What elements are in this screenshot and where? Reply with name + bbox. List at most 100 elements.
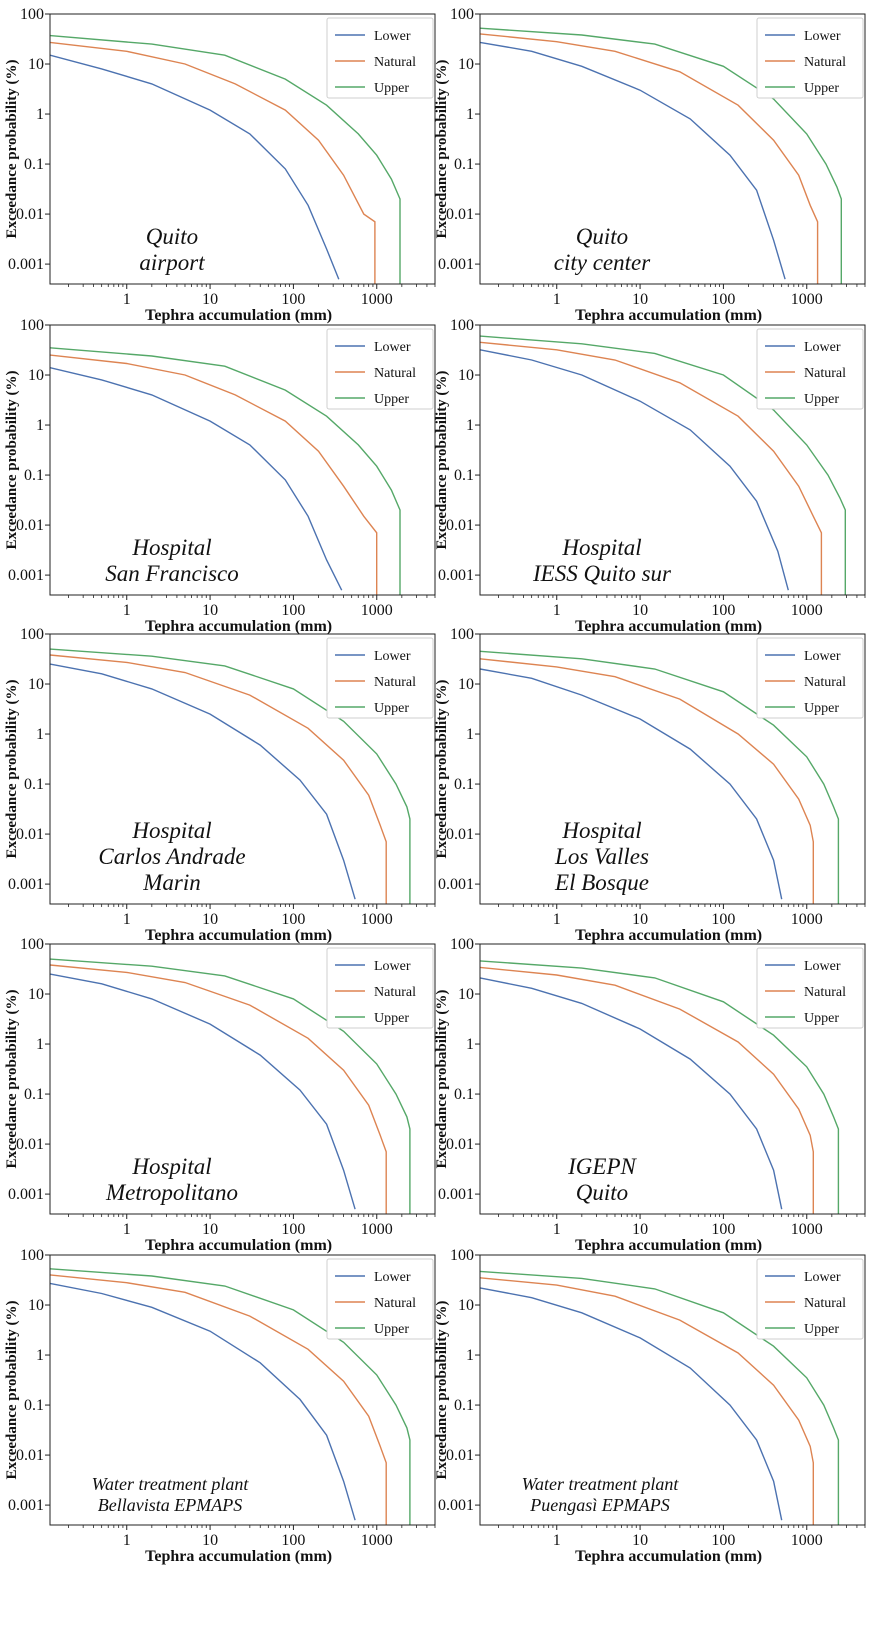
y-tick-label: 10 (28, 367, 44, 384)
series-line-upper (480, 1270, 840, 1525)
legend-label: Natural (374, 985, 416, 1000)
y-tick-label: 10 (28, 56, 44, 73)
site-label: Hospital (131, 1154, 211, 1179)
y-tick-label: 100 (20, 936, 44, 953)
chart-panel: 1 10 100 1000 100 10 1 0.1 0.01 0.001 Tephra accum… (4, 626, 436, 944)
legend-label: Lower (804, 649, 841, 664)
plot-frame (49, 1254, 436, 1526)
legend-label: Natural (804, 55, 846, 70)
x-tick-label: 1000 (361, 1221, 393, 1238)
series-line-lower (480, 977, 783, 1210)
y-tick-label: 10 (458, 367, 474, 384)
plot-frame (479, 13, 866, 285)
x-tick-label: 10 (632, 1221, 648, 1238)
plot-frame (49, 324, 436, 596)
legend-label: Upper (804, 392, 839, 407)
legend-box (326, 947, 434, 1029)
legend-label: Upper (374, 701, 409, 716)
y-axis-label: Exceedance probability (%) (434, 1301, 450, 1480)
legend-box (756, 947, 864, 1029)
chart-panel: 1 10 100 1000 100 10 1 0.1 0.01 0.001 Tephra accum… (4, 6, 436, 324)
site-label: IESS Quito sur (532, 561, 672, 586)
y-tick-label: 0.1 (454, 1397, 474, 1414)
legend-label: Lower (804, 1270, 841, 1285)
site-label: Carlos Andrade (98, 844, 245, 869)
x-axis-label: Tephra accumulation (mm) (575, 307, 762, 324)
plot-frame (49, 13, 436, 285)
y-tick-label: 0.01 (16, 1447, 44, 1464)
site-label: Bellavista EPMAPS (98, 1495, 242, 1515)
x-tick-label: 1000 (361, 911, 393, 928)
y-tick-label: 0.001 (8, 256, 44, 273)
legend-label: Lower (374, 1270, 411, 1285)
y-tick-label: 0.1 (24, 1397, 44, 1414)
y-tick-label: 1 (466, 726, 474, 743)
site-label: San Francisco (105, 561, 239, 586)
y-axis-label: Exceedance probability (%) (4, 1301, 20, 1480)
x-tick-label: 1000 (791, 911, 823, 928)
legend: Lower Natural Upper (756, 947, 864, 1029)
x-tick-label: 1000 (361, 602, 393, 619)
series-line-natural (480, 33, 819, 284)
legend-label: Upper (804, 701, 839, 716)
y-axis-label: Exceedance probability (%) (4, 990, 20, 1169)
x-tick-label: 1 (553, 602, 561, 619)
series-line-lower (50, 367, 343, 591)
y-axis-label: Exceedance probability (%) (4, 371, 20, 550)
legend-label: Upper (374, 392, 409, 407)
x-axis-label: Tephra accumulation (mm) (145, 927, 332, 944)
x-tick-label: 1000 (791, 1221, 823, 1238)
x-tick-label: 1 (123, 291, 131, 308)
series-line-upper (480, 27, 842, 284)
legend: Lower Natural Upper (756, 17, 864, 99)
y-tick-label: 0.001 (438, 567, 474, 584)
legend-label: Lower (374, 29, 411, 44)
series-line-upper (50, 648, 411, 904)
legend-box (326, 17, 434, 99)
legend-label: Natural (804, 366, 846, 381)
x-tick-label: 10 (202, 1221, 218, 1238)
site-label: Hospital (131, 818, 211, 843)
legend-label: Lower (804, 959, 841, 974)
x-tick-label: 100 (711, 1532, 735, 1549)
y-axis-label: Exceedance probability (%) (434, 371, 450, 550)
x-tick-label: 1 (553, 1532, 561, 1549)
legend-box (756, 1258, 864, 1340)
y-tick-label: 0.01 (446, 517, 474, 534)
site-label: Water treatment plant (92, 1474, 250, 1494)
x-axis-label: Tephra accumulation (mm) (145, 618, 332, 635)
site-label: Quito (576, 1180, 628, 1205)
y-tick-label: 1 (36, 1347, 44, 1364)
site-label: Hospital (561, 818, 641, 843)
series-line-upper (50, 1268, 411, 1525)
site-label: Hospital (131, 535, 211, 560)
series-line-natural (480, 1277, 814, 1525)
y-tick-label: 0.1 (454, 156, 474, 173)
y-tick-label: 0.01 (446, 1136, 474, 1153)
site-label: Metropolitano (105, 1180, 238, 1205)
x-tick-label: 100 (281, 911, 305, 928)
y-tick-label: 10 (28, 676, 44, 693)
series-line-lower (50, 1282, 356, 1521)
legend-label: Upper (374, 81, 409, 96)
legend-label: Lower (804, 340, 841, 355)
x-tick-label: 1 (123, 1221, 131, 1238)
x-tick-label: 1000 (791, 1532, 823, 1549)
x-tick-label: 100 (711, 1221, 735, 1238)
y-tick-label: 10 (28, 1297, 44, 1314)
y-tick-label: 0.001 (438, 876, 474, 893)
x-tick-label: 1000 (361, 1532, 393, 1549)
chart-panel: 1 10 100 1000 100 10 1 0.1 0.01 0.001 Tephra accum… (434, 317, 866, 635)
series-line-lower (480, 41, 786, 280)
x-tick-label: 1 (123, 602, 131, 619)
y-tick-label: 1 (466, 1036, 474, 1053)
site-label: Quito (576, 224, 628, 249)
x-tick-label: 100 (281, 1221, 305, 1238)
y-tick-label: 0.1 (454, 776, 474, 793)
plot-frame (49, 943, 436, 1215)
x-tick-label: 10 (632, 602, 648, 619)
y-tick-label: 0.1 (24, 776, 44, 793)
x-tick-label: 1 (553, 291, 561, 308)
site-label: Puengasì EPMAPS (529, 1495, 669, 1515)
x-tick-label: 100 (281, 291, 305, 308)
